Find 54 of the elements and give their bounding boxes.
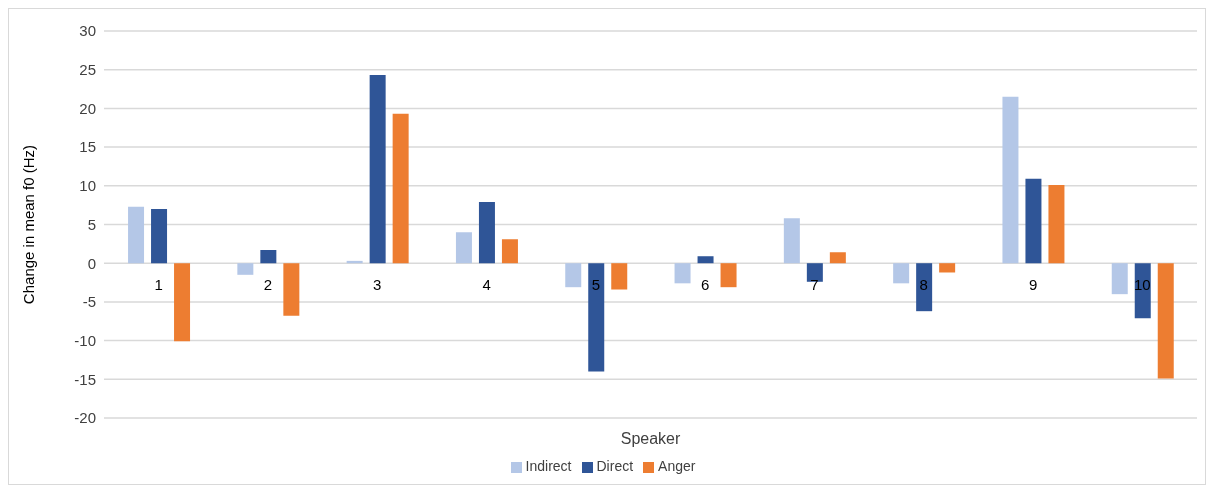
- bar: [1048, 185, 1065, 264]
- bar: [806, 263, 823, 282]
- bar: [369, 75, 386, 264]
- bar: [128, 206, 145, 264]
- x-tick-label: 3: [373, 275, 382, 293]
- x-tick-label: 5: [591, 275, 601, 293]
- bar: [720, 263, 737, 288]
- y-tick-label: 10: [79, 177, 96, 195]
- y-tick-label: 0: [87, 254, 96, 272]
- x-tick-label: 8: [919, 275, 928, 293]
- x-tick-label: 1: [154, 275, 163, 293]
- y-tick-label: -5: [82, 293, 96, 311]
- legend-label: Indirect: [525, 458, 572, 474]
- y-tick-label: -10: [74, 331, 96, 349]
- legend-label: Anger: [658, 458, 696, 474]
- bar: [260, 250, 277, 264]
- y-tick-label: 20: [79, 99, 96, 117]
- bar: [478, 202, 495, 264]
- y-axis-title: Change in mean f0 (Hz): [20, 144, 38, 305]
- bar: [237, 263, 254, 275]
- x-tick-label: 6: [700, 275, 710, 293]
- x-axis-title: Speaker: [620, 430, 681, 447]
- bar: [455, 232, 472, 264]
- bar: [674, 263, 691, 284]
- bar: [829, 252, 846, 264]
- bar: [174, 263, 191, 342]
- bar: [1025, 178, 1042, 264]
- bar: [893, 263, 910, 284]
- bar: [697, 256, 714, 264]
- bar: [565, 263, 582, 288]
- y-tick-label: -20: [74, 409, 96, 427]
- bar: [1134, 263, 1151, 319]
- x-tick-label: 2: [263, 275, 273, 293]
- y-tick-label: 30: [79, 22, 96, 40]
- bar: [1111, 263, 1128, 295]
- bar: [1002, 96, 1019, 264]
- x-tick-label: 9: [1028, 275, 1038, 293]
- bar: [283, 263, 300, 316]
- x-tick-label: 10: [1134, 275, 1151, 293]
- bar: [916, 263, 933, 312]
- bar: [501, 239, 518, 264]
- bar: [611, 263, 628, 290]
- y-tick-label: 25: [79, 61, 96, 79]
- x-tick-label: 4: [482, 275, 491, 293]
- y-tick-label: 5: [87, 215, 96, 233]
- legend-label: Direct: [596, 458, 634, 474]
- bar: [588, 263, 605, 372]
- y-tick-label: -15: [74, 370, 96, 388]
- bar: [783, 218, 800, 264]
- bar: [392, 113, 409, 264]
- bar: [151, 209, 168, 264]
- bar: [939, 263, 956, 273]
- y-tick-label: 15: [79, 138, 96, 156]
- bar: [1157, 263, 1174, 379]
